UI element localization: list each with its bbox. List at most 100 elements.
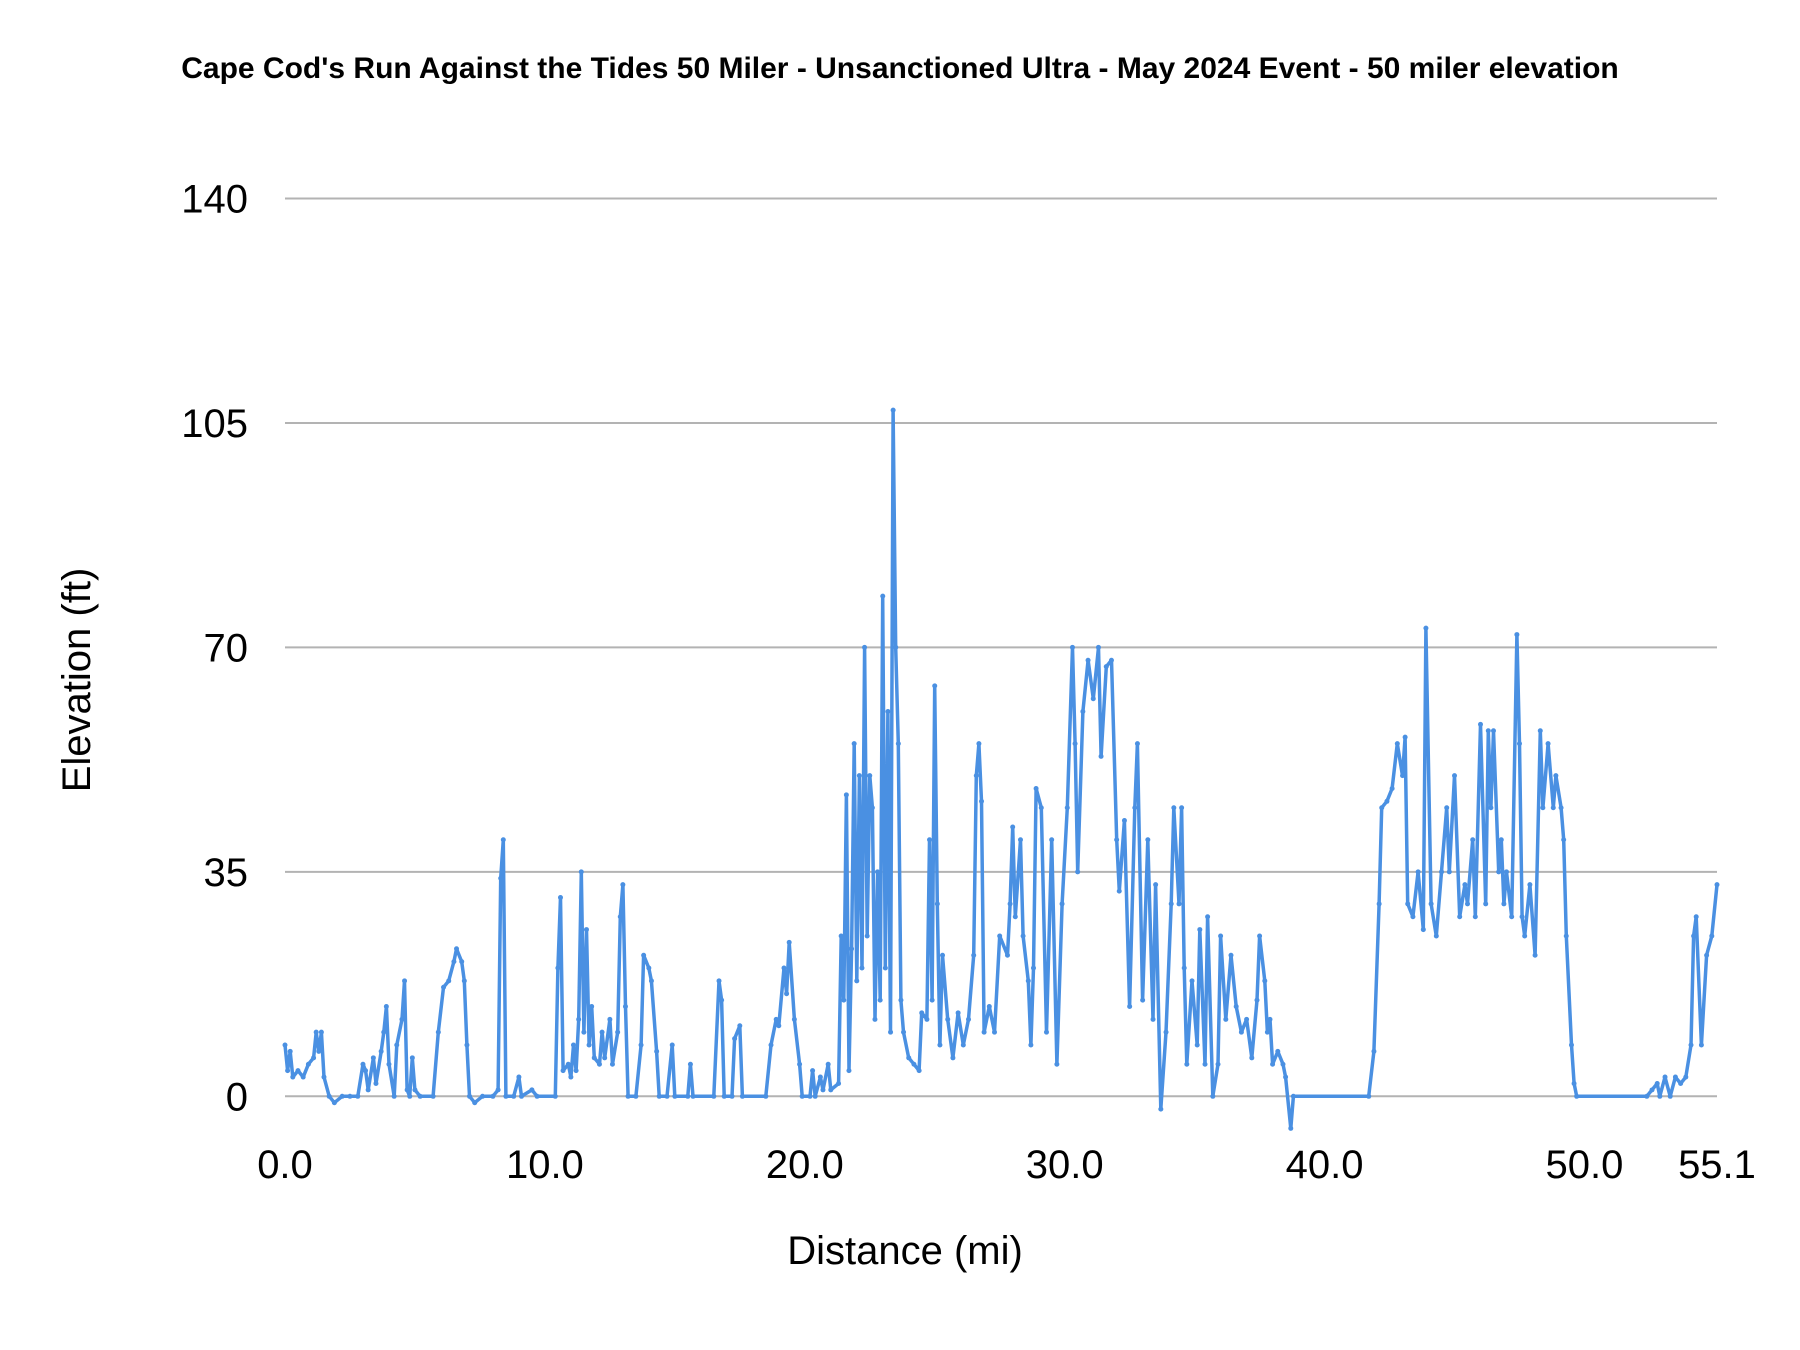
data-point bbox=[300, 1074, 306, 1080]
data-point bbox=[1012, 914, 1018, 920]
data-point bbox=[552, 1093, 558, 1099]
data-point bbox=[825, 1061, 831, 1067]
data-point bbox=[1210, 1093, 1216, 1099]
data-point bbox=[807, 1093, 813, 1099]
data-point bbox=[641, 952, 647, 958]
data-point bbox=[467, 1093, 473, 1099]
data-point bbox=[1072, 741, 1078, 747]
data-point bbox=[1698, 1042, 1704, 1048]
data-point bbox=[318, 1029, 324, 1035]
data-point bbox=[1485, 728, 1491, 734]
data-point bbox=[997, 933, 1003, 939]
data-point bbox=[648, 978, 654, 984]
data-point bbox=[1389, 785, 1395, 791]
data-point bbox=[1140, 997, 1146, 1003]
data-point bbox=[1402, 734, 1408, 740]
x-tick-label: 10.0 bbox=[506, 1143, 584, 1187]
data-point bbox=[966, 1016, 972, 1022]
data-point bbox=[797, 1061, 803, 1067]
data-point bbox=[729, 1093, 735, 1099]
data-point bbox=[1181, 965, 1187, 971]
data-point bbox=[1267, 1016, 1273, 1022]
data-point bbox=[576, 1016, 582, 1022]
data-point bbox=[1410, 914, 1416, 920]
data-point bbox=[622, 1004, 628, 1010]
data-point bbox=[1558, 805, 1564, 811]
data-point bbox=[1132, 805, 1138, 811]
data-point bbox=[812, 1093, 818, 1099]
data-point bbox=[305, 1061, 311, 1067]
data-point bbox=[1059, 901, 1065, 907]
y-axis-ticks: 0 35 70 105 140 bbox=[181, 178, 248, 1120]
data-point bbox=[719, 997, 725, 1003]
data-point bbox=[1691, 933, 1697, 939]
elevation-line bbox=[283, 408, 1719, 1131]
data-point bbox=[1168, 901, 1174, 907]
data-point bbox=[1532, 952, 1538, 958]
x-tick-label: 30.0 bbox=[1026, 1143, 1104, 1187]
data-point bbox=[565, 1061, 571, 1067]
data-point bbox=[716, 978, 722, 984]
data-point bbox=[929, 997, 935, 1003]
data-point bbox=[1571, 1080, 1577, 1086]
data-point bbox=[973, 773, 979, 779]
data-point bbox=[843, 792, 849, 798]
data-point bbox=[1025, 978, 1031, 984]
data-point bbox=[1384, 798, 1390, 804]
data-point bbox=[511, 1093, 517, 1099]
data-point bbox=[1644, 1093, 1650, 1099]
data-point bbox=[295, 1068, 301, 1074]
data-point bbox=[1030, 965, 1036, 971]
data-point bbox=[687, 1061, 693, 1067]
data-point bbox=[945, 1016, 951, 1022]
data-point bbox=[1176, 901, 1182, 907]
data-point bbox=[313, 1029, 319, 1035]
data-point bbox=[363, 1068, 369, 1074]
data-point bbox=[1649, 1087, 1655, 1093]
data-point bbox=[1433, 933, 1439, 939]
data-point bbox=[1483, 901, 1489, 907]
data-point bbox=[856, 773, 862, 779]
data-point bbox=[1228, 952, 1234, 958]
data-point bbox=[901, 1029, 907, 1035]
data-point bbox=[862, 644, 868, 650]
data-point bbox=[1194, 1042, 1200, 1048]
x-tick-label: 20.0 bbox=[766, 1143, 844, 1187]
data-point bbox=[763, 1093, 769, 1099]
data-point bbox=[1249, 1055, 1255, 1061]
x-axis-ticks: 0.0 10.0 20.0 30.0 40.0 50.0 55.1 bbox=[257, 1143, 1756, 1187]
data-point bbox=[578, 869, 584, 875]
data-point bbox=[768, 1042, 774, 1048]
data-point bbox=[1420, 927, 1426, 933]
data-point bbox=[391, 1093, 397, 1099]
data-point bbox=[1400, 773, 1406, 779]
data-point bbox=[625, 1093, 631, 1099]
data-point bbox=[1179, 805, 1185, 811]
data-point bbox=[981, 1029, 987, 1035]
data-point bbox=[282, 1042, 288, 1048]
data-point bbox=[1498, 837, 1504, 843]
data-point bbox=[503, 1093, 509, 1099]
data-point bbox=[321, 1074, 327, 1080]
data-point bbox=[1205, 914, 1211, 920]
data-point bbox=[1283, 1074, 1289, 1080]
data-point bbox=[1405, 901, 1411, 907]
data-point bbox=[1290, 1093, 1296, 1099]
data-point bbox=[1080, 709, 1086, 715]
data-point bbox=[1509, 914, 1515, 920]
data-point bbox=[599, 1029, 605, 1035]
data-point bbox=[776, 1023, 782, 1029]
data-point bbox=[417, 1093, 423, 1099]
data-point bbox=[607, 1016, 613, 1022]
data-point bbox=[646, 965, 652, 971]
data-point bbox=[360, 1061, 366, 1067]
data-point bbox=[1121, 818, 1127, 824]
data-point bbox=[906, 1055, 912, 1061]
data-point bbox=[461, 978, 467, 984]
data-point bbox=[638, 1042, 644, 1048]
data-point bbox=[589, 1004, 595, 1010]
data-point bbox=[1090, 696, 1096, 702]
data-point bbox=[472, 1100, 478, 1106]
data-point bbox=[992, 1029, 998, 1035]
data-point bbox=[326, 1093, 332, 1099]
